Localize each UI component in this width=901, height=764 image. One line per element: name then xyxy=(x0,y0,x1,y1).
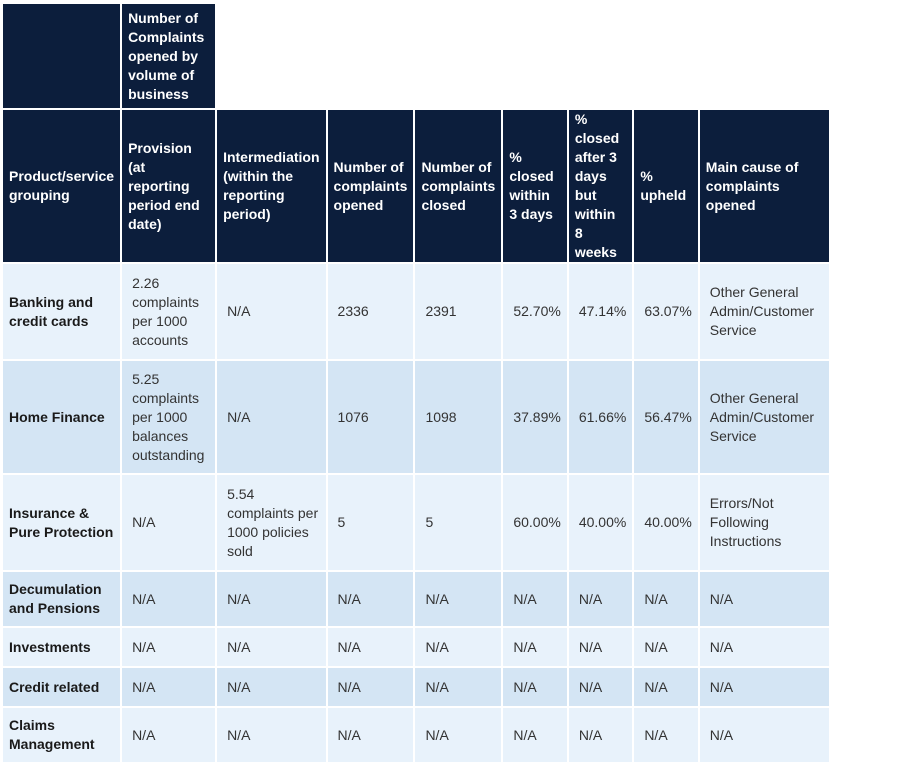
cell-provision: N/A xyxy=(122,708,216,762)
cell-within-8-weeks: 47.14% xyxy=(568,264,633,359)
cell-upheld: 40.00% xyxy=(634,475,698,570)
table-row: Claims Management N/A N/A N/A N/A N/A N/… xyxy=(3,708,829,762)
cell-within-3-days: 52.70% xyxy=(503,264,567,359)
cell-intermediation: N/A xyxy=(217,708,326,762)
cell-within-3-days: N/A xyxy=(503,668,567,706)
col-header-provision: Provision (at reporting period end date) xyxy=(122,110,216,262)
cell-within-8-weeks: N/A xyxy=(568,628,633,666)
cell-within-8-weeks: 40.00% xyxy=(568,475,633,570)
cell-upheld: N/A xyxy=(634,572,698,626)
cell-closed: N/A xyxy=(415,572,502,626)
table-row: Credit related N/A N/A N/A N/A N/A N/A N… xyxy=(3,668,829,706)
table-row: Decumulation and Pensions N/A N/A N/A N/… xyxy=(3,572,829,626)
cell-main-cause: Other General Admin/Customer Service xyxy=(699,361,829,473)
cell-intermediation: 5.54 complaints per 1000 policies sold xyxy=(217,475,326,570)
cell-closed: 5 xyxy=(415,475,502,570)
row-product: Banking and credit cards xyxy=(3,264,121,359)
group-header: Number of Complaints opened by volume of… xyxy=(122,4,216,108)
col-header-upheld: % upheld xyxy=(634,110,698,262)
col-header-within-3-days: % closed within 3 days xyxy=(503,110,567,262)
cell-opened: N/A xyxy=(327,628,414,666)
cell-intermediation: N/A xyxy=(217,668,326,706)
cell-within-8-weeks: N/A xyxy=(568,572,633,626)
row-product: Decumulation and Pensions xyxy=(3,572,121,626)
cell-provision: 2.26 complaints per 1000 accounts xyxy=(122,264,216,359)
row-product: Insurance & Pure Protection xyxy=(3,475,121,570)
cell-provision: 5.25 complaints per 1000 balances outsta… xyxy=(122,361,216,473)
col-header-intermediation: Intermediation (within the reporting per… xyxy=(217,110,326,262)
cell-closed: 1098 xyxy=(415,361,502,473)
col-header-main-cause: Main cause of complaints opened xyxy=(699,110,829,262)
cell-within-3-days: N/A xyxy=(503,708,567,762)
table-row: Home Finance 5.25 complaints per 1000 ba… xyxy=(3,361,829,473)
cell-intermediation: N/A xyxy=(217,361,326,473)
cell-upheld: N/A xyxy=(634,668,698,706)
cell-closed: N/A xyxy=(415,708,502,762)
cell-opened: N/A xyxy=(327,708,414,762)
header-spacer xyxy=(217,4,829,108)
cell-upheld: 56.47% xyxy=(634,361,698,473)
table-row: Investments N/A N/A N/A N/A N/A N/A N/A … xyxy=(3,628,829,666)
cell-upheld: N/A xyxy=(634,708,698,762)
cell-upheld: 63.07% xyxy=(634,264,698,359)
cell-provision: N/A xyxy=(122,572,216,626)
cell-provision: N/A xyxy=(122,668,216,706)
cell-main-cause: N/A xyxy=(699,708,829,762)
cell-within-8-weeks: N/A xyxy=(568,708,633,762)
table-row: Insurance & Pure Protection N/A 5.54 com… xyxy=(3,475,829,570)
col-header-opened: Number of complaints opened xyxy=(327,110,414,262)
cell-main-cause: Errors/Not Following Instructions xyxy=(699,475,829,570)
cell-intermediation: N/A xyxy=(217,628,326,666)
cell-within-3-days: N/A xyxy=(503,572,567,626)
cell-upheld: N/A xyxy=(634,628,698,666)
row-product: Claims Management xyxy=(3,708,121,762)
cell-provision: N/A xyxy=(122,628,216,666)
table-row: Banking and credit cards 2.26 complaints… xyxy=(3,264,829,359)
cell-closed: N/A xyxy=(415,628,502,666)
cell-closed: 2391 xyxy=(415,264,502,359)
cell-within-3-days: 60.00% xyxy=(503,475,567,570)
cell-main-cause: N/A xyxy=(699,572,829,626)
corner-cell xyxy=(3,4,121,108)
cell-opened: N/A xyxy=(327,572,414,626)
cell-opened: 2336 xyxy=(327,264,414,359)
cell-opened: 5 xyxy=(327,475,414,570)
cell-closed: N/A xyxy=(415,668,502,706)
cell-within-8-weeks: N/A xyxy=(568,668,633,706)
col-header-within-8-weeks: % closed after 3 days but within 8 weeks xyxy=(568,110,633,262)
col-header-product: Product/service grouping xyxy=(3,110,121,262)
cell-main-cause: Other General Admin/Customer Service xyxy=(699,264,829,359)
cell-intermediation: N/A xyxy=(217,264,326,359)
row-product: Home Finance xyxy=(3,361,121,473)
complaints-table: Number of Complaints opened by volume of… xyxy=(1,2,831,764)
col-header-closed: Number of complaints closed xyxy=(415,110,502,262)
cell-within-3-days: 37.89% xyxy=(503,361,567,473)
cell-opened: 1076 xyxy=(327,361,414,473)
row-product: Credit related xyxy=(3,668,121,706)
cell-opened: N/A xyxy=(327,668,414,706)
cell-within-8-weeks: 61.66% xyxy=(568,361,633,473)
cell-provision: N/A xyxy=(122,475,216,570)
cell-within-3-days: N/A xyxy=(503,628,567,666)
cell-intermediation: N/A xyxy=(217,572,326,626)
cell-main-cause: N/A xyxy=(699,628,829,666)
row-product: Investments xyxy=(3,628,121,666)
cell-main-cause: N/A xyxy=(699,668,829,706)
